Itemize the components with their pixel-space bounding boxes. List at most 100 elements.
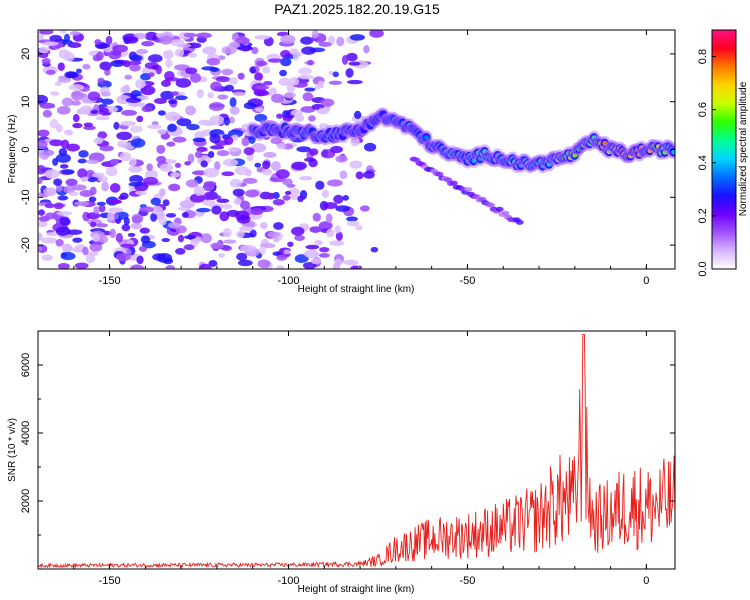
noise-blob: [229, 106, 240, 115]
noise-blob: [284, 92, 296, 99]
noise-blob: [251, 143, 267, 153]
noise-blob: [43, 149, 55, 156]
noise-blob: [119, 152, 132, 162]
noise-blob: [127, 232, 136, 237]
noise-blob: [183, 32, 197, 38]
noise-blob: [237, 45, 254, 51]
noise-blob: [190, 72, 202, 83]
noise-blob: [157, 110, 166, 116]
y-tick-label: 4000: [20, 421, 32, 445]
noise-blob: [200, 233, 212, 244]
noise-blob: [202, 46, 217, 55]
noise-blob: [117, 140, 129, 148]
noise-blob: [332, 262, 340, 269]
x-tick-label: 0: [643, 275, 649, 287]
noise-blob: [363, 44, 370, 54]
noise-blob: [96, 201, 106, 206]
y-tick-label: 2000: [20, 489, 32, 513]
noise-blob: [304, 249, 320, 259]
noise-blob: [141, 105, 153, 113]
noise-blob: [38, 46, 50, 54]
noise-blob: [105, 35, 113, 45]
noise-blob: [216, 198, 230, 204]
noise-blob: [370, 246, 379, 253]
noise-blob: [363, 170, 375, 179]
noise-blob: [74, 201, 90, 207]
y-tick-label: -10: [20, 189, 32, 205]
noise-blob: [159, 35, 173, 45]
noise-blob: [62, 243, 73, 253]
noise-blob: [140, 235, 151, 244]
noise-blob: [276, 113, 284, 119]
noise-blob: [214, 161, 221, 171]
snr-line: [38, 333, 675, 569]
noise-blob: [339, 170, 348, 180]
y-tick-label: 10: [20, 96, 32, 108]
noise-blob: [72, 237, 83, 243]
noise-blob: [269, 176, 277, 182]
noise-blob: [335, 205, 351, 212]
noise-blob: [283, 249, 291, 255]
noise-blob: [359, 205, 370, 212]
noise-blob: [349, 34, 365, 41]
noise-blob: [71, 90, 84, 101]
noise-blob: [135, 79, 146, 89]
colorbar-tick-label: 0.6: [697, 102, 709, 117]
noise-blob: [61, 97, 74, 107]
noise-blob: [75, 68, 83, 74]
noise-blob: [38, 177, 43, 185]
noise-blob: [165, 265, 176, 269]
noise-blob: [129, 64, 141, 72]
noise-blob: [138, 245, 148, 252]
noise-blob: [105, 166, 118, 177]
noise-blob: [60, 169, 75, 175]
noise-blob: [334, 225, 341, 234]
noise-blob: [187, 52, 198, 58]
noise-blob: [279, 69, 287, 77]
noise-blob: [243, 147, 255, 156]
noise-blob: [163, 50, 174, 60]
x-tick-label: -100: [277, 275, 299, 287]
noise-blob: [235, 37, 250, 44]
noise-blob: [288, 77, 300, 86]
noise-blob: [174, 64, 190, 71]
noise-blob: [267, 58, 283, 63]
noise-blob: [49, 34, 62, 42]
noise-blob: [254, 85, 270, 90]
noise-blob: [275, 169, 290, 179]
noise-blob: [156, 144, 166, 154]
noise-blob: [176, 118, 192, 127]
noise-blob: [168, 183, 181, 192]
noise-blob: [97, 235, 109, 244]
noise-blob: [236, 214, 251, 224]
noise-blob: [345, 68, 354, 78]
noise-blob: [147, 72, 155, 77]
noise-blob: [232, 188, 245, 197]
noise-blob: [41, 237, 58, 244]
noise-blob: [272, 198, 285, 206]
noise-blob: [221, 245, 233, 251]
noise-blob: [242, 177, 258, 184]
noise-blob: [309, 148, 319, 156]
noise-blob: [216, 150, 230, 157]
noise-blob: [55, 226, 71, 236]
noise-blob: [273, 237, 280, 243]
noise-blob: [175, 78, 192, 88]
noise-blob: [124, 74, 133, 80]
noise-blob: [44, 169, 60, 179]
noise-blob: [130, 222, 142, 230]
noise-blob: [145, 169, 158, 180]
noise-blob: [150, 205, 163, 215]
noise-blob: [89, 242, 103, 252]
noise-blob: [209, 145, 225, 150]
noise-blob: [77, 158, 87, 164]
noise-blob: [72, 122, 83, 129]
noise-blob: [158, 188, 166, 197]
snr-panel: -150 -100 -50 0 2000 4000 6000 Height of strai…: [7, 330, 676, 595]
noise-blob: [355, 171, 364, 180]
noise-blob: [136, 48, 149, 55]
noise-blob: [325, 213, 333, 224]
noise-blob: [129, 54, 143, 62]
noise-blob: [209, 115, 225, 126]
